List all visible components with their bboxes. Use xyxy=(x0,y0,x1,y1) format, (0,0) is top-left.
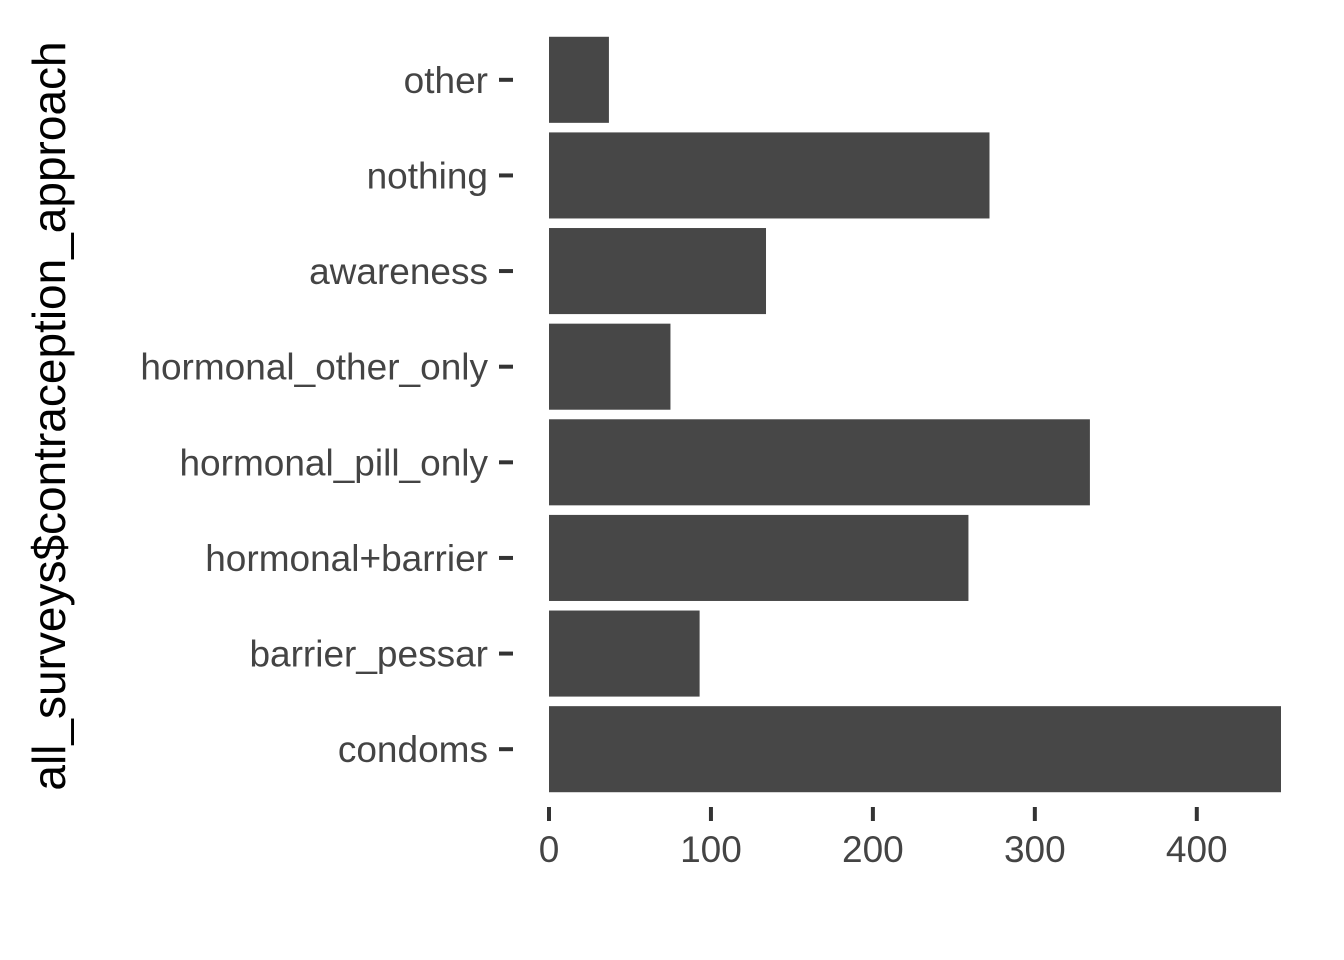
bar-other xyxy=(549,36,609,123)
bar-barrier-pessar xyxy=(549,610,700,697)
x-tick-label-200: 200 xyxy=(842,829,904,870)
y-tick-label-barrier-pessar: barrier_pessar xyxy=(249,634,488,675)
x-tick-label-300: 300 xyxy=(1004,829,1066,870)
bar-nothing xyxy=(549,132,990,219)
y-tick-label-hormonal-barrier: hormonal+barrier xyxy=(205,538,488,579)
y-tick-label-awareness: awareness xyxy=(309,251,488,292)
bar-condoms xyxy=(549,706,1281,793)
y-tick-label-hormonal-other-only: hormonal_other_only xyxy=(140,347,488,388)
y-axis-title: all_surveys$contraception_approach xyxy=(23,41,75,790)
x-tick-label-100: 100 xyxy=(680,829,742,870)
x-tick-label-0: 0 xyxy=(539,829,560,870)
bars-group xyxy=(549,36,1281,793)
bar-awareness xyxy=(549,228,767,315)
bar-hormonal-pill-only xyxy=(549,419,1090,506)
y-tick-label-condoms: condoms xyxy=(338,729,488,770)
x-axis: 0 100 200 300 400 xyxy=(539,807,1228,870)
bar-hormonal-barrier xyxy=(549,514,969,601)
y-axis: condoms barrier_pessar hormonal+barrier hor… xyxy=(140,60,513,770)
bar-hormonal-other-only xyxy=(549,323,671,410)
y-tick-label-nothing: nothing xyxy=(367,155,488,196)
y-tick-label-other: other xyxy=(404,60,488,101)
y-tick-label-hormonal-pill-only: hormonal_pill_only xyxy=(179,442,488,483)
x-tick-label-400: 400 xyxy=(1166,829,1228,870)
